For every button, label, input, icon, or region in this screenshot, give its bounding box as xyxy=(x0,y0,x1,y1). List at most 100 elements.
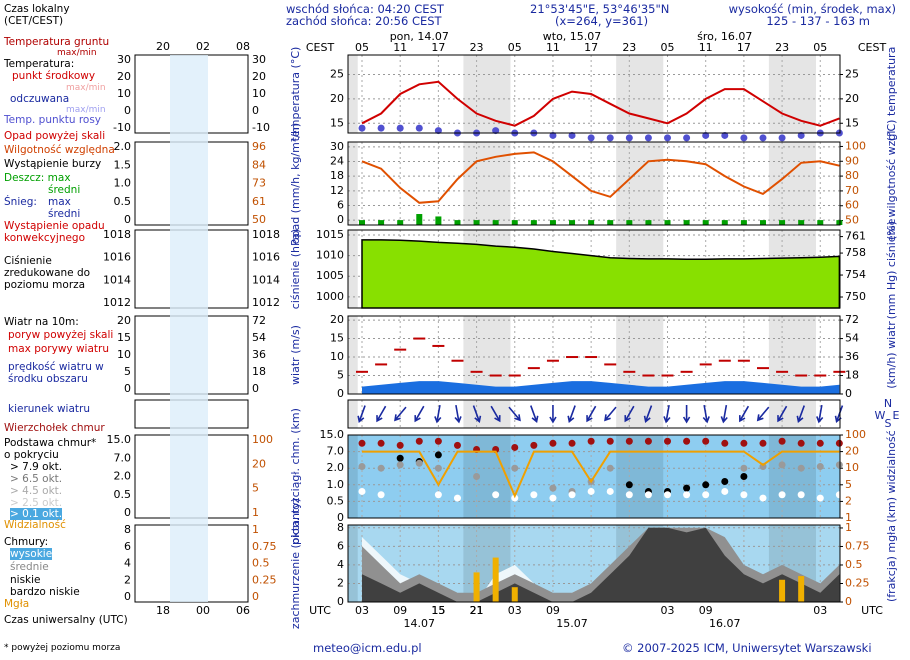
wind-arrow xyxy=(434,404,442,424)
y2-tick-label: 18 xyxy=(845,369,859,382)
dot xyxy=(434,127,442,135)
wind-arrow xyxy=(586,405,597,423)
x-tick-label: 17 xyxy=(584,41,598,54)
dot xyxy=(759,494,767,502)
dot xyxy=(816,494,824,502)
mini-tick-label: 0 xyxy=(252,104,259,117)
date-label: pon, 14.07 xyxy=(390,30,449,43)
dot xyxy=(644,437,652,445)
mini-tick-label: 54 xyxy=(252,331,266,344)
x-axis-unit: CEST xyxy=(306,41,335,54)
x-tick-label: 09 xyxy=(393,604,407,617)
y-axis-label: temperatura (°C) xyxy=(289,47,302,142)
dot xyxy=(740,134,748,142)
night-band xyxy=(348,316,358,394)
y-tick-label: 8 xyxy=(337,521,344,534)
dot xyxy=(549,484,557,492)
date-label: 15.07 xyxy=(556,617,588,630)
dot xyxy=(797,464,805,472)
dot xyxy=(396,124,404,132)
y2-tick-label: 60 xyxy=(845,199,859,212)
y2-tick-label: 20 xyxy=(845,445,859,458)
night-band xyxy=(463,400,511,428)
dot xyxy=(740,491,748,499)
y2-axis-label: (km) widzialność xyxy=(885,430,898,522)
dot xyxy=(625,481,633,489)
bar xyxy=(664,220,671,225)
mini-tick-label: 0 xyxy=(124,506,131,519)
mini-tick-label: 2.0 xyxy=(114,470,132,483)
night-band xyxy=(348,230,358,308)
bar xyxy=(492,220,499,225)
bar xyxy=(626,220,633,225)
dot xyxy=(664,437,672,445)
bar xyxy=(511,220,518,225)
x-tick-label: 03 xyxy=(355,604,369,617)
date-label: wto, 15.07 xyxy=(543,30,602,43)
night-band xyxy=(768,435,817,518)
night-band xyxy=(616,400,664,428)
y-tick-label: 0 xyxy=(337,213,344,226)
mini-tick-label: 1014 xyxy=(252,273,280,286)
legend-label: Wiatr na 10m: xyxy=(4,316,79,328)
legend-label: Wierzchołek chmur xyxy=(4,422,105,434)
bar xyxy=(416,214,423,225)
dot xyxy=(453,441,461,449)
x-tick-label: 09 xyxy=(699,604,713,617)
dot xyxy=(530,441,538,449)
wind-arrow xyxy=(702,404,710,424)
mini-tick-label: 4 xyxy=(124,557,131,570)
night-band xyxy=(768,400,817,428)
mini-tick-label: 0 xyxy=(124,213,131,226)
dot xyxy=(511,443,519,451)
panel-frame xyxy=(347,434,841,519)
bar xyxy=(817,220,824,225)
dot xyxy=(797,131,805,139)
mini-day-band xyxy=(170,55,208,602)
bar xyxy=(702,220,709,225)
mini-tick-label: 100 xyxy=(252,433,273,446)
legend-label: Ciśnienie zredukowane do poziomu morza xyxy=(4,255,91,291)
mini-tick-label: 73 xyxy=(252,177,266,190)
mini-bottom-tick: 00 xyxy=(196,604,210,617)
x-axis-unit: CEST xyxy=(858,41,887,54)
legend-label: Widzialność xyxy=(4,519,66,531)
mini-tick-label: 8 xyxy=(124,523,131,536)
wind-arrow xyxy=(567,405,576,423)
dot xyxy=(377,124,385,132)
bar xyxy=(779,220,786,225)
sunrise: wschód słońca: 04:20 CEST xyxy=(286,2,444,16)
panel-frame xyxy=(347,54,841,134)
legend-label: > 7.9 okt. xyxy=(10,461,63,473)
y-tick-label: 15 xyxy=(330,116,344,129)
y2-tick-label: 70 xyxy=(845,184,859,197)
y-tick-label: 6 xyxy=(337,539,344,552)
dot xyxy=(835,461,843,469)
mini-tick-label: 20 xyxy=(117,70,131,83)
mini-tick-label: 1016 xyxy=(252,251,280,264)
dot xyxy=(702,481,710,489)
legend-label: Podstawa chmur* o pokryciu xyxy=(4,437,97,461)
bar xyxy=(588,220,595,225)
legend-label: > 0.1 okt. xyxy=(10,508,63,520)
dot xyxy=(434,464,442,472)
night-band xyxy=(348,400,358,428)
dot xyxy=(453,494,461,502)
bar xyxy=(454,220,461,225)
dot xyxy=(797,491,805,499)
x-tick-label: 23 xyxy=(775,41,789,54)
y-tick-label: 20 xyxy=(330,92,344,105)
y2-tick-label: 761 xyxy=(845,230,866,243)
y-tick-label: 1000 xyxy=(316,290,344,303)
mini-tick-label: 5 xyxy=(124,365,131,378)
y2-tick-label: 1 xyxy=(845,521,852,534)
dot xyxy=(816,463,824,471)
panel-frame xyxy=(347,141,841,226)
dot xyxy=(606,464,614,472)
mini-bottom-tick: 18 xyxy=(156,604,170,617)
dot xyxy=(568,131,576,139)
dot xyxy=(721,487,729,495)
mini-tick-label: 0.5 xyxy=(114,195,132,208)
y-tick-label: 15 xyxy=(330,332,344,345)
dot xyxy=(377,464,385,472)
